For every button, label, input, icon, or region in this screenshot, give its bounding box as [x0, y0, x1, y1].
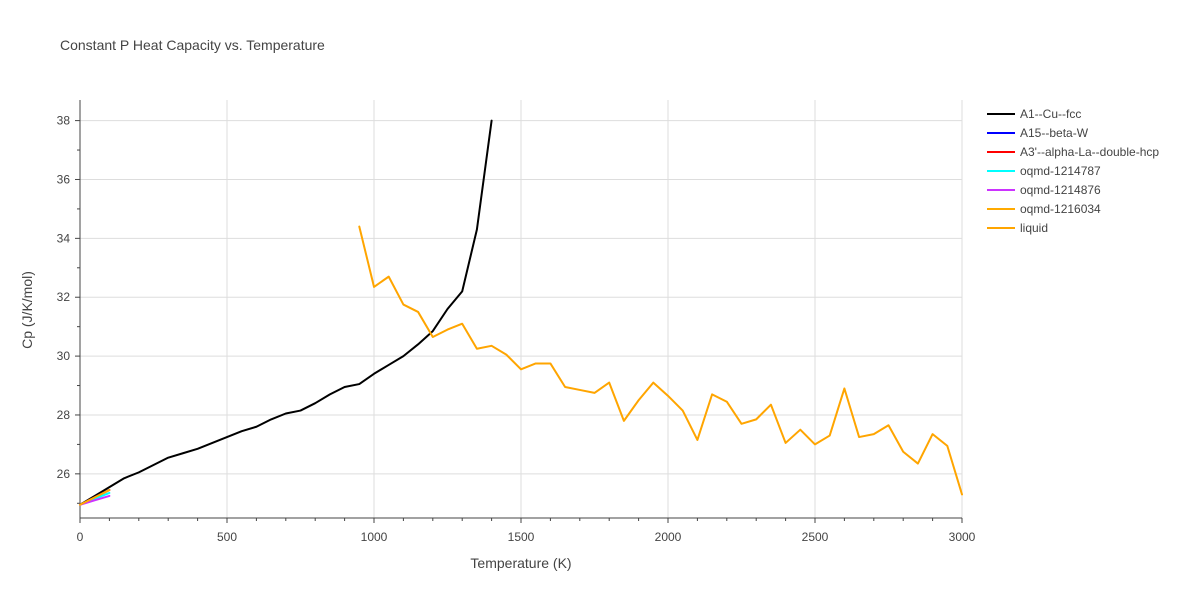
legend-item[interactable]: A3'--alpha-La--double-hcp	[987, 145, 1159, 159]
x-tick-label: 1000	[361, 530, 388, 544]
legend-label: liquid	[1020, 221, 1048, 235]
legend-item[interactable]: oqmd-1216034	[987, 202, 1101, 216]
y-tick-label: 30	[57, 349, 71, 363]
y-tick-label: 32	[57, 290, 71, 304]
x-tick-label: 0	[77, 530, 84, 544]
legend-label: A1--Cu--fcc	[1020, 107, 1081, 121]
x-tick-label: 1500	[508, 530, 535, 544]
x-axis-title: Temperature (K)	[470, 555, 571, 571]
x-tick-label: 3000	[949, 530, 976, 544]
chart-title: Constant P Heat Capacity vs. Temperature	[60, 37, 325, 53]
y-tick-label: 36	[57, 172, 71, 186]
legend: A1--Cu--fcc A15--beta-W A3'--alpha-La--dou…	[987, 107, 1159, 235]
axes: 0 500 1000 1500 2000 2500 3000 26 28 30 32 34 36 38	[57, 100, 976, 544]
series-line-5	[79, 489, 111, 506]
legend-label: oqmd-1214876	[1020, 183, 1101, 197]
x-tick-label: 500	[217, 530, 237, 544]
legend-item[interactable]: oqmd-1214876	[987, 183, 1101, 197]
grid	[80, 100, 963, 518]
legend-label: A3'--alpha-La--double-hcp	[1020, 145, 1159, 159]
legend-label: oqmd-1214787	[1020, 164, 1101, 178]
y-tick-label: 34	[57, 231, 71, 245]
y-axis-title: Cp (J/K/mol)	[19, 271, 35, 349]
legend-item[interactable]: A1--Cu--fcc	[987, 107, 1081, 121]
x-tick-label: 2000	[655, 530, 682, 544]
plot-area	[79, 119, 963, 506]
x-tick-label: 2500	[802, 530, 829, 544]
legend-item[interactable]: liquid	[987, 221, 1048, 235]
series-line-6	[358, 225, 963, 496]
legend-item[interactable]: A15--beta-W	[987, 126, 1089, 140]
y-tick-label: 26	[57, 467, 71, 481]
y-tick-label: 28	[57, 408, 71, 422]
legend-label: oqmd-1216034	[1020, 202, 1101, 216]
series-line-0	[79, 119, 493, 506]
legend-item[interactable]: oqmd-1214787	[987, 164, 1101, 178]
y-tick-label: 38	[57, 114, 71, 128]
legend-label: A15--beta-W	[1020, 126, 1089, 140]
